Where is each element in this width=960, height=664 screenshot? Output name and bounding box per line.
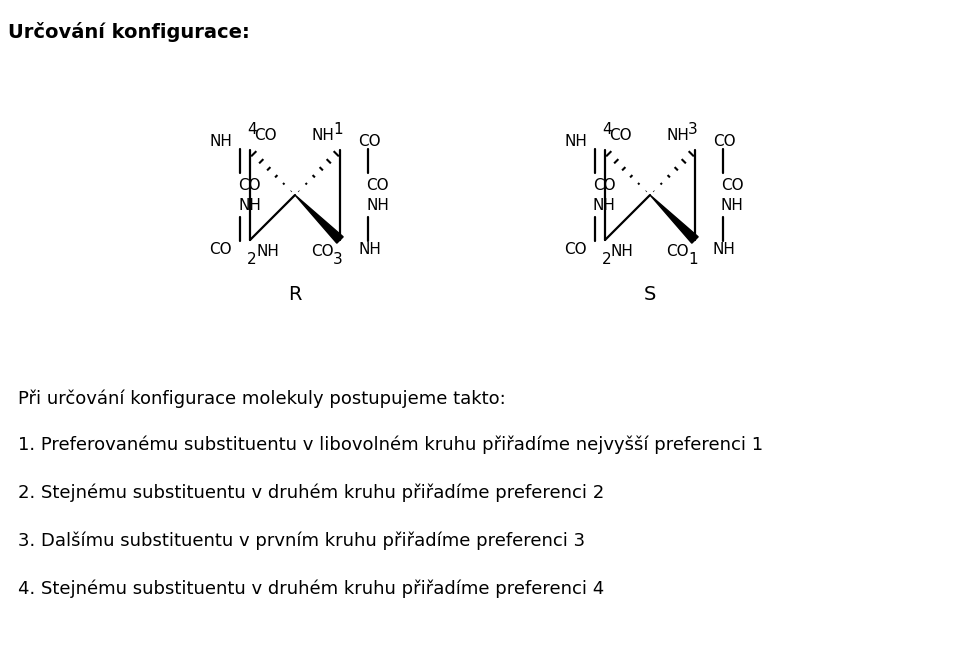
- Text: NH: NH: [713, 242, 736, 256]
- Text: 3: 3: [688, 122, 698, 137]
- Text: 4: 4: [247, 122, 257, 137]
- Text: 2. Stejnému substituentu v druhém kruhu přiřadíme preferenci 2: 2. Stejnému substituentu v druhém kruhu …: [18, 483, 604, 501]
- Text: NH: NH: [721, 197, 744, 212]
- Text: 1. Preferovanému substituentu v libovolném kruhu přiřadíme nejvyšší preferenci 1: 1. Preferovanému substituentu v libovoln…: [18, 435, 763, 454]
- Text: CO: CO: [609, 129, 632, 143]
- Text: S: S: [644, 286, 657, 305]
- Text: CO: CO: [254, 129, 276, 143]
- Text: CO: CO: [366, 177, 389, 193]
- Text: CO: CO: [238, 177, 260, 193]
- Text: NH: NH: [611, 244, 634, 260]
- Text: NH: NH: [238, 197, 261, 212]
- Text: NH: NH: [311, 129, 334, 143]
- Text: 4. Stejnému substituentu v druhém kruhu přiřadíme preferenci 4: 4. Stejnému substituentu v druhém kruhu …: [18, 579, 604, 598]
- Text: 1: 1: [688, 252, 698, 268]
- Text: NH: NH: [358, 242, 381, 256]
- Text: NH: NH: [256, 244, 278, 260]
- Text: 3: 3: [333, 252, 343, 268]
- Text: CO: CO: [666, 244, 689, 260]
- Text: NH: NH: [593, 197, 616, 212]
- Text: CO: CO: [593, 177, 615, 193]
- Text: CO: CO: [311, 244, 334, 260]
- Text: 4: 4: [602, 122, 612, 137]
- Text: R: R: [288, 286, 301, 305]
- Text: CO: CO: [713, 133, 735, 149]
- Text: CO: CO: [209, 242, 232, 256]
- Text: CO: CO: [358, 133, 380, 149]
- Text: CO: CO: [721, 177, 744, 193]
- Text: NH: NH: [564, 133, 587, 149]
- Text: NH: NH: [366, 197, 389, 212]
- Text: Při určování konfigurace molekuly postupujeme takto:: Při určování konfigurace molekuly postup…: [18, 390, 506, 408]
- Text: NH: NH: [666, 129, 689, 143]
- Text: 2: 2: [247, 252, 257, 268]
- Polygon shape: [295, 195, 343, 243]
- Text: CO: CO: [564, 242, 587, 256]
- Text: NH: NH: [209, 133, 232, 149]
- Polygon shape: [650, 195, 698, 243]
- Text: Určování konfigurace:: Určování konfigurace:: [8, 22, 250, 42]
- Text: 1: 1: [333, 122, 343, 137]
- Text: 2: 2: [602, 252, 612, 268]
- Text: 3. Dalšímu substituentu v prvním kruhu přiřadíme preferenci 3: 3. Dalšímu substituentu v prvním kruhu p…: [18, 531, 586, 550]
